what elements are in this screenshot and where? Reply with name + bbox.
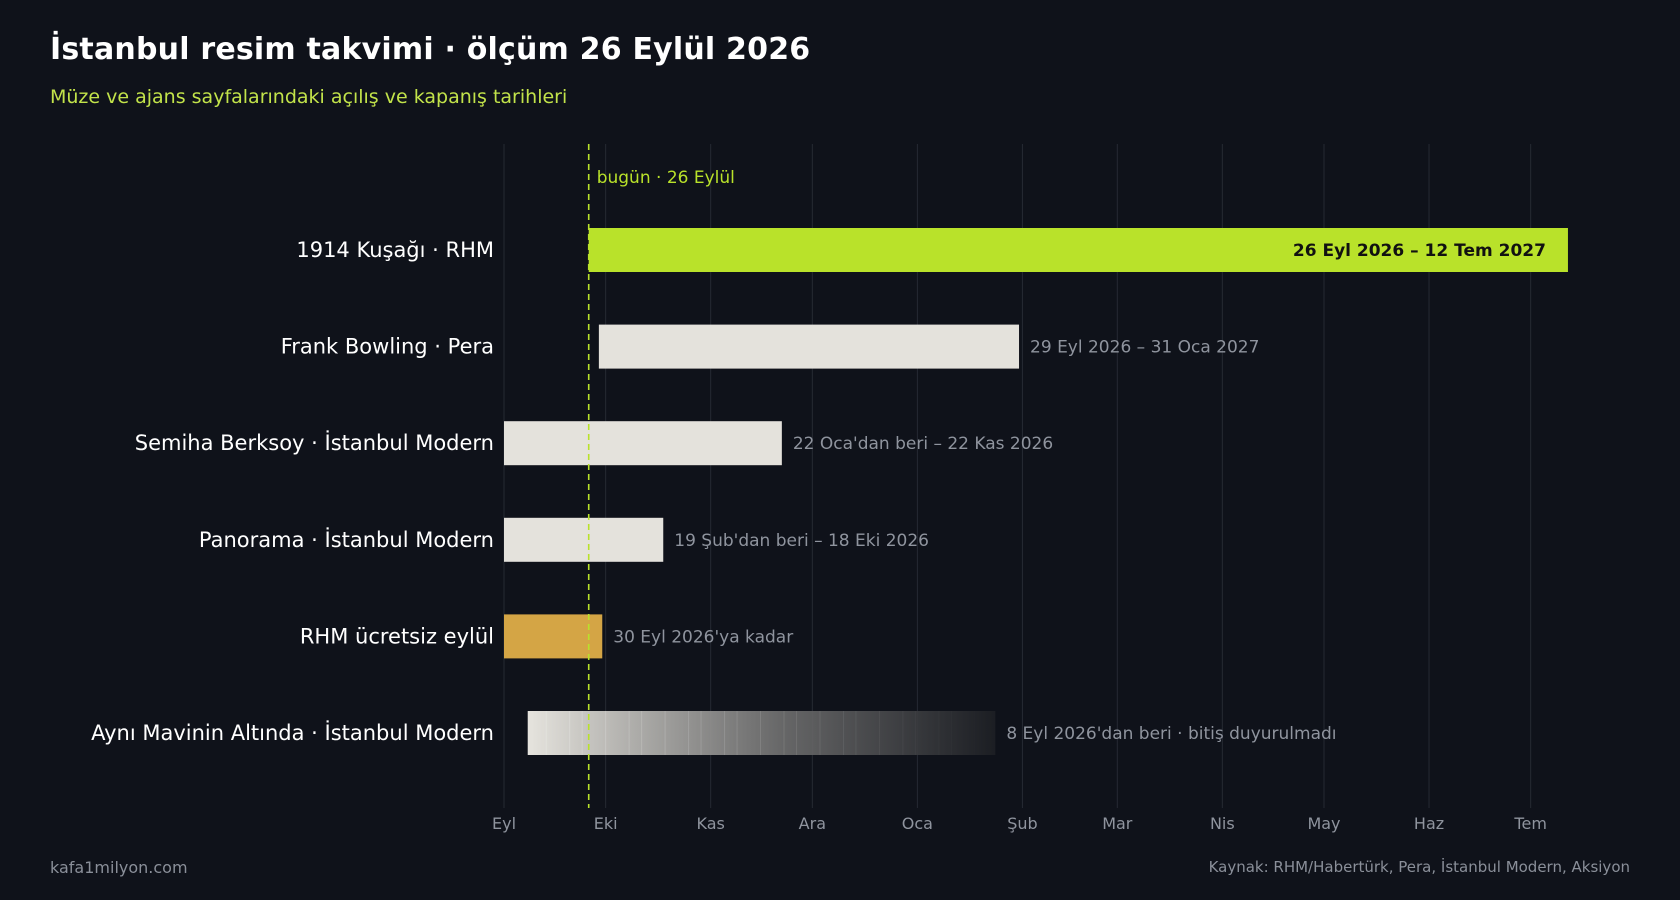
bar-date-label: 22 Oca'dan beri – 22 Kas 2026 xyxy=(793,434,1053,454)
today-marker: bugün · 26 Eylül xyxy=(587,144,735,808)
bar-date-label: 30 Eyl 2026'ya kadar xyxy=(613,627,793,647)
timeline-bar xyxy=(598,324,1020,369)
category-label: Aynı Mavinin Altında · İstanbul Modern xyxy=(91,720,494,745)
timeline-bar xyxy=(527,711,996,755)
timeline-bar xyxy=(588,228,1568,272)
x-tick-label: Ara xyxy=(799,814,826,833)
category-labels: 1914 Kuşağı · RHM 26 Eyl 2026 – 12 Tem 20… xyxy=(91,238,1546,745)
bar-date-label: 29 Eyl 2026 – 31 Oca 2027 xyxy=(1030,338,1259,358)
bar-date-label: 26 Eyl 2026 – 12 Tem 2027 xyxy=(1293,241,1546,261)
category-label: Frank Bowling · Pera xyxy=(281,335,494,359)
today-label: bugün · 26 Eylül xyxy=(597,168,735,188)
category-label: RHM ücretsiz eylül xyxy=(300,624,494,648)
bars xyxy=(504,228,1568,755)
x-tick-label: Eyl xyxy=(492,814,516,833)
x-axis-ticks: Eyl Eki Kas Ara Oca Şub Mar Nis May Haz Tem xyxy=(492,814,1547,833)
chart-subtitle: Müze ve ajans sayfalarındaki açılış ve k… xyxy=(50,86,568,108)
x-tick-label: Şub xyxy=(1007,814,1037,833)
x-tick-label: May xyxy=(1307,814,1340,833)
x-tick-label: Kas xyxy=(697,814,725,833)
x-tick-label: Eki xyxy=(594,814,618,833)
chart-title: İstanbul resim takvimi · ölçüm 26 Eylül … xyxy=(50,32,811,67)
source-note: Kaynak: RHM/Habertürk, Pera, İstanbul Mo… xyxy=(1208,858,1630,876)
x-tick-label: Oca xyxy=(902,814,933,833)
timeline-bar xyxy=(504,421,782,466)
category-label: 1914 Kuşağı · RHM xyxy=(296,238,494,262)
x-tick-label: Mar xyxy=(1102,814,1133,833)
x-tick-label: Tem xyxy=(1513,814,1546,833)
x-tick-label: Nis xyxy=(1210,814,1235,833)
timeline-bar xyxy=(504,517,664,562)
timeline-bar xyxy=(504,614,603,659)
category-label: Semiha Berksoy · İstanbul Modern xyxy=(135,430,494,455)
x-tick-label: Haz xyxy=(1414,814,1444,833)
bar-date-label: 19 Şub'dan beri – 18 Eki 2026 xyxy=(674,531,929,551)
site-credit: kafa1milyon.com xyxy=(50,858,188,877)
bar-date-label: 8 Eyl 2026'dan beri · bitiş duyurulmadı xyxy=(1006,724,1336,744)
category-label: Panorama · İstanbul Modern xyxy=(199,527,494,552)
